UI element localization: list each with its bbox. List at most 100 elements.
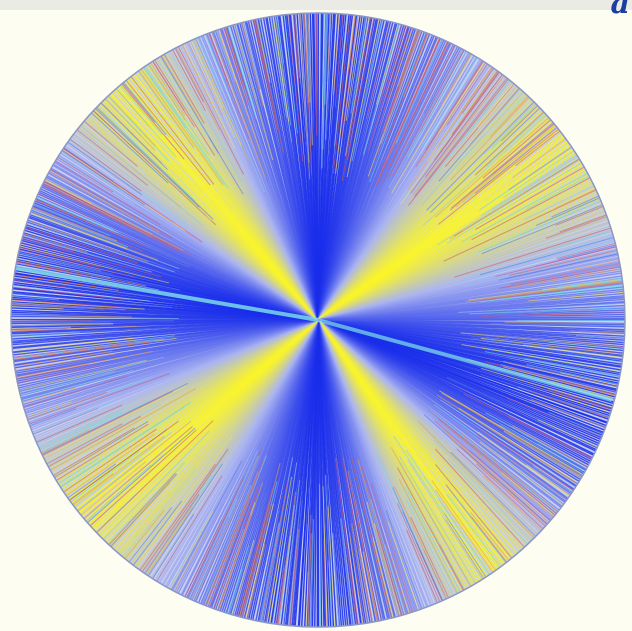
edge-stroke bbox=[35, 198, 191, 266]
edge-stroke bbox=[540, 309, 625, 314]
edge-stroke bbox=[464, 250, 618, 287]
edge-stroke bbox=[276, 15, 284, 64]
edge-stroke bbox=[181, 44, 230, 141]
edge-stroke bbox=[461, 344, 621, 373]
edge-stroke bbox=[551, 195, 600, 218]
edge-stroke bbox=[512, 425, 588, 468]
edge-stroke bbox=[559, 346, 624, 355]
edge-stroke bbox=[388, 41, 449, 168]
edge-stroke bbox=[531, 391, 610, 419]
edge-stroke bbox=[560, 372, 619, 386]
edge-stroke bbox=[108, 472, 176, 546]
edge-stroke bbox=[255, 510, 280, 621]
edge-stroke bbox=[187, 41, 224, 116]
edge-stroke bbox=[500, 364, 617, 394]
edge-stroke bbox=[21, 369, 134, 402]
edge-stroke bbox=[492, 155, 578, 211]
edge-stroke bbox=[19, 246, 100, 268]
edge-stroke bbox=[261, 556, 275, 622]
edge-stroke bbox=[33, 203, 190, 268]
edge-stroke bbox=[43, 385, 186, 458]
edge-stroke bbox=[489, 95, 529, 137]
edge-stroke bbox=[461, 68, 495, 114]
edge-stroke bbox=[63, 147, 114, 182]
edge-stroke bbox=[110, 473, 178, 547]
edge-stroke bbox=[221, 28, 249, 107]
edge-stroke bbox=[208, 32, 250, 140]
edge-stroke bbox=[446, 63, 489, 126]
edge-stroke bbox=[99, 426, 211, 537]
edge-stroke bbox=[11, 313, 62, 316]
edge-stroke bbox=[437, 498, 490, 575]
edge-stroke bbox=[15, 353, 115, 371]
edge-stroke bbox=[95, 108, 200, 208]
edge-stroke bbox=[90, 429, 199, 528]
edge-stroke bbox=[97, 106, 196, 202]
edge-stroke bbox=[105, 98, 142, 137]
edge-stroke bbox=[442, 429, 550, 523]
edge-stroke bbox=[292, 13, 300, 84]
edge-stroke bbox=[414, 77, 508, 197]
edge-stroke bbox=[27, 391, 107, 420]
edge-stroke bbox=[89, 429, 197, 527]
edge-stroke bbox=[41, 382, 189, 455]
edge-stroke bbox=[535, 386, 612, 411]
edge-stroke bbox=[107, 95, 170, 162]
edge-stroke bbox=[393, 485, 447, 600]
edge-stroke bbox=[69, 420, 179, 501]
edge-stroke bbox=[60, 406, 185, 488]
edge-stroke bbox=[38, 407, 126, 448]
edge-stroke bbox=[256, 19, 271, 83]
edge-stroke bbox=[42, 183, 180, 252]
edge-stroke bbox=[83, 120, 138, 167]
edge-stroke bbox=[465, 281, 623, 302]
edge-stroke bbox=[350, 456, 391, 619]
edge-stroke bbox=[461, 434, 559, 512]
edge-stroke bbox=[152, 513, 195, 579]
edge-stroke bbox=[148, 63, 210, 155]
edge-stroke bbox=[430, 533, 462, 592]
edge-stroke bbox=[392, 487, 444, 601]
edge-stroke bbox=[32, 206, 143, 252]
edge-stroke bbox=[351, 523, 369, 623]
edge-stroke bbox=[434, 71, 500, 161]
edge-stroke bbox=[29, 213, 180, 270]
edge-stroke bbox=[93, 109, 213, 221]
edge-stroke bbox=[410, 516, 450, 599]
edge-stroke bbox=[275, 565, 285, 625]
edge-stroke bbox=[35, 199, 146, 247]
edge-stroke bbox=[188, 450, 259, 599]
edge-stroke bbox=[481, 204, 603, 255]
edge-stroke bbox=[88, 468, 152, 525]
edge-stroke bbox=[156, 58, 199, 126]
edge-stroke bbox=[558, 380, 616, 397]
edge-stroke bbox=[161, 55, 200, 120]
edge-stroke bbox=[61, 149, 119, 188]
edge-stroke bbox=[143, 66, 187, 129]
edge-stroke bbox=[46, 423, 123, 465]
edge-stroke bbox=[278, 505, 295, 625]
edge-stroke bbox=[322, 486, 328, 627]
edge-stroke bbox=[395, 39, 443, 144]
edge-stroke bbox=[208, 498, 251, 608]
edge-stroke bbox=[350, 16, 367, 114]
edge-stroke bbox=[489, 418, 585, 475]
edge-stroke bbox=[132, 500, 183, 566]
edge-stroke bbox=[369, 32, 427, 183]
edge-stroke bbox=[396, 467, 464, 591]
edge-stroke bbox=[372, 539, 393, 618]
edge-stroke bbox=[63, 148, 174, 224]
edge-stroke bbox=[12, 286, 130, 301]
edge-stroke bbox=[506, 397, 602, 438]
edge-stroke bbox=[455, 124, 556, 208]
edge-stroke bbox=[437, 418, 556, 516]
edge-stroke bbox=[177, 46, 245, 175]
edge-stroke bbox=[406, 529, 438, 604]
edge-stroke bbox=[461, 172, 588, 243]
edge-stroke bbox=[449, 490, 507, 564]
edge-stroke bbox=[12, 293, 173, 308]
edge-stroke bbox=[392, 48, 462, 178]
edge-stroke bbox=[470, 337, 623, 357]
edge-stroke bbox=[102, 100, 162, 161]
